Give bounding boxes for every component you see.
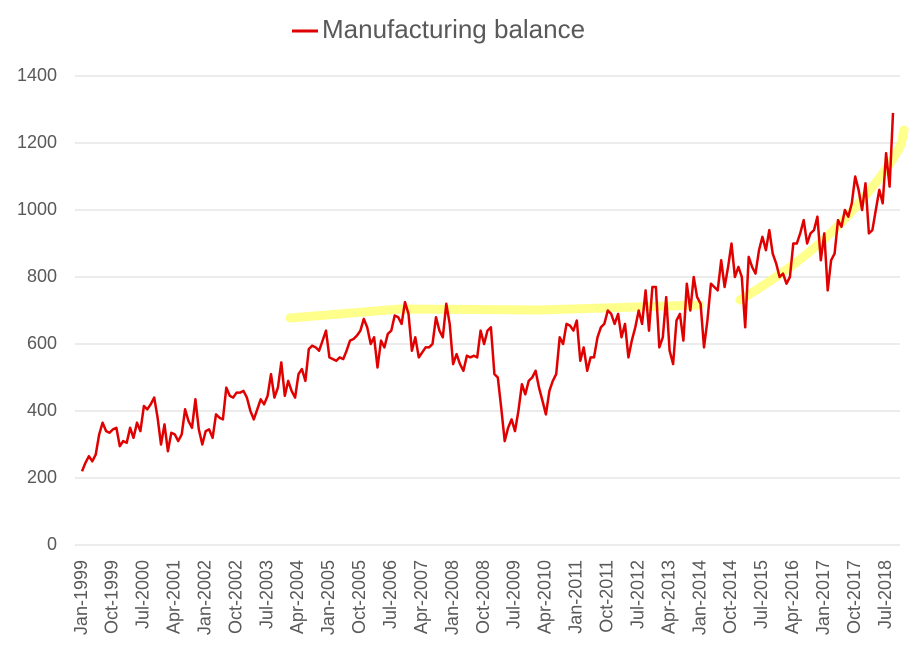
grid: 0 200 400 600 800 1000 1200 1400 Jan-1999 Oct-199…: [17, 65, 900, 635]
x-tick-label: Oct-2014: [720, 560, 740, 634]
y-tick-label: 600: [27, 333, 57, 353]
y-tick-label: 1200: [17, 132, 57, 152]
y-tick-label: 400: [27, 400, 57, 420]
x-tick-label: Oct-2005: [349, 560, 369, 634]
x-tick-label: Jan-2008: [442, 560, 462, 635]
y-tick-label: 200: [27, 467, 57, 487]
highlight: [735, 125, 909, 305]
y-tick-label: 1400: [17, 65, 57, 85]
x-tick-label: Jul-2003: [256, 560, 276, 629]
x-tick-label: Jan-1999: [71, 560, 91, 635]
x-tick-label: Jul-2015: [751, 560, 771, 629]
x-tick-label: Oct-1999: [102, 560, 122, 634]
x-tick-label: Jul-2006: [380, 560, 400, 629]
x-tick-label: Apr-2001: [164, 560, 184, 634]
x-tick-label: Jan-2017: [813, 560, 833, 635]
x-tick-label: Oct-2011: [597, 560, 617, 633]
x-tick-label: Apr-2010: [535, 560, 555, 634]
y-tick-label: 0: [47, 534, 57, 554]
x-tick-label: Jul-2009: [504, 560, 524, 629]
plot: [80, 112, 895, 472]
x-tick-label: Oct-2017: [844, 560, 864, 634]
x-tick-label: Jul-2000: [133, 560, 153, 629]
x-tick-label: Jul-2018: [875, 560, 895, 629]
x-tick-label: Jan-2002: [194, 560, 214, 635]
y-tick-label: 1000: [17, 199, 57, 219]
highlight: [285, 300, 705, 323]
x-tick-label: Oct-2008: [473, 560, 493, 634]
y-tick-label: 800: [27, 266, 57, 286]
x-tick-label: Apr-2007: [411, 560, 431, 634]
x-tick-label: Apr-2004: [287, 560, 307, 634]
legend-label: Manufacturing balance: [322, 14, 585, 44]
x-tick-label: Apr-2016: [782, 560, 802, 634]
x-tick-label: Apr-2013: [658, 560, 678, 634]
x-tick-label: Jan-2014: [689, 560, 709, 635]
data-line: [80, 112, 895, 472]
x-tick-label: Jul-2012: [627, 560, 647, 629]
x-tick-label: Jan-2005: [318, 560, 338, 635]
x-tick-label: Jan-2011: [566, 560, 586, 634]
x-tick-label: Oct-2002: [225, 560, 245, 634]
